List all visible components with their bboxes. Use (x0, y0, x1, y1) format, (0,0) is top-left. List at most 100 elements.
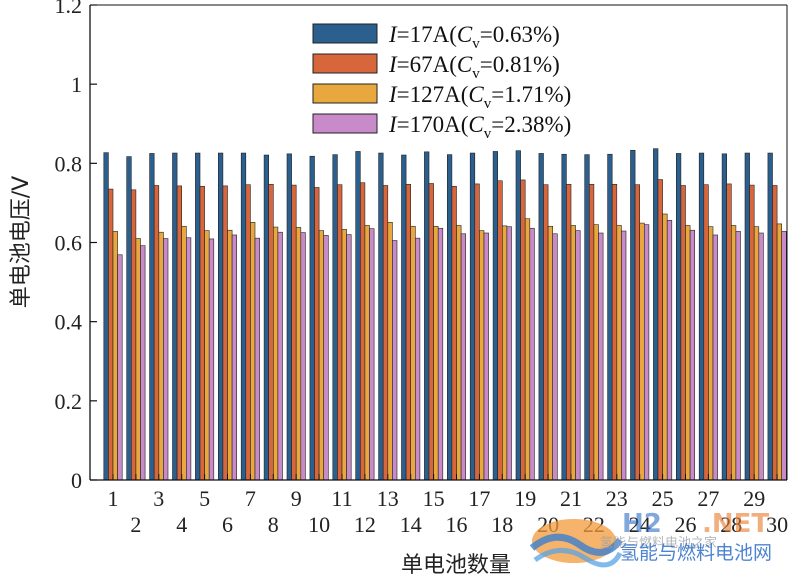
bar-s3-cell-9 (295, 227, 302, 481)
x-tick-label: 28 (720, 512, 742, 537)
x-tick-label: 5 (199, 486, 210, 511)
x-tick-label: 8 (268, 512, 279, 537)
bar-s2-cell-5 (199, 185, 205, 481)
bar-s2-cell-19 (520, 179, 526, 481)
legend-label-2: I=67A(Cv=0.81%) (388, 52, 560, 82)
bar-s1-cell-19 (515, 150, 521, 481)
bar-s3-cell-16 (456, 225, 462, 481)
bar-s4-cell-26 (689, 229, 695, 481)
bars-layer (103, 148, 787, 481)
bar-s1-cell-29 (744, 152, 750, 481)
bar-s4-cell-29 (758, 232, 764, 481)
legend-swatch-3 (312, 83, 378, 104)
bar-s2-cell-20 (543, 184, 549, 481)
bar-s2-cell-15 (428, 183, 434, 481)
x-tick-label: 30 (766, 512, 788, 537)
y-ticks: 0 0.2 0.4 0.6 0.8 1 1.2 (55, 0, 97, 493)
bar-s2-cell-28 (726, 183, 732, 481)
x-tick-label: 16 (446, 512, 468, 537)
bar-s4-cell-28 (735, 231, 741, 481)
bar-s2-cell-3 (153, 185, 160, 481)
bar-s4-cell-12 (369, 228, 375, 481)
bar-s2-cell-22 (588, 184, 595, 481)
watermark-label: 氢能与燃料电池网 (620, 542, 772, 564)
x-tick-label: 27 (697, 486, 719, 511)
bar-s1-cell-17 (469, 152, 476, 481)
x-tick-label: 14 (400, 512, 422, 537)
bar-s2-cell-27 (703, 184, 709, 481)
x-tick-label: 6 (222, 512, 233, 537)
bar-s3-cell-8 (272, 226, 279, 481)
bar-s3-cell-5 (204, 230, 210, 481)
bar-s4-cell-3 (163, 238, 169, 481)
bar-s4-cell-14 (414, 237, 421, 481)
y-tick-label: 0.8 (55, 151, 83, 176)
bar-s4-cell-8 (277, 231, 283, 481)
y-tick-label: 1.2 (55, 0, 83, 18)
bar-s2-cell-23 (611, 184, 618, 481)
bar-s4-cell-2 (140, 245, 146, 481)
bar-s3-cell-29 (753, 226, 760, 481)
bar-s1-cell-20 (538, 153, 544, 481)
bar-s3-cell-22 (593, 224, 599, 481)
bar-s3-cell-25 (662, 213, 668, 481)
bar-s1-cell-24 (630, 149, 636, 481)
bar-s2-cell-18 (497, 180, 503, 481)
bar-s2-cell-21 (566, 184, 572, 481)
bar-s1-cell-14 (401, 154, 407, 481)
bar-s1-cell-28 (721, 153, 727, 481)
bar-s3-cell-6 (227, 229, 233, 481)
bar-s3-cell-27 (708, 226, 714, 481)
bar-s3-cell-26 (685, 225, 691, 481)
x-tick-label: 12 (354, 512, 376, 537)
bar-s4-cell-16 (460, 233, 467, 481)
bar-s3-cell-14 (410, 225, 416, 481)
x-tick-label: 29 (743, 486, 765, 511)
bar-s1-cell-10 (309, 155, 315, 481)
x-tick-label: 26 (675, 512, 697, 537)
legend-swatch-1 (312, 23, 378, 44)
x-tick-label: 18 (491, 512, 513, 537)
watermark: 氢能与燃料电池之家 H2 .NET 氢能与燃料电池网 (529, 509, 772, 568)
bar-s4-cell-5 (208, 238, 215, 481)
bar-s4-cell-17 (483, 232, 489, 481)
bar-s1-cell-2 (126, 156, 132, 481)
bar-s1-cell-13 (378, 152, 384, 481)
y-axis-title: 单电池电压/V (9, 176, 34, 308)
bar-s3-cell-15 (433, 225, 439, 481)
bar-s1-cell-21 (561, 153, 567, 481)
y-tick-label: 0.4 (55, 310, 83, 335)
x-tick-label: 24 (629, 512, 651, 537)
bar-s4-cell-27 (712, 234, 718, 481)
legend-label-4: I=170A(Cv=2.38%) (388, 112, 571, 142)
x-ticks: 1234567891011121314151617181920212223242… (108, 474, 788, 537)
bar-s2-cell-29 (749, 184, 755, 481)
bar-s4-cell-11 (346, 234, 352, 481)
x-tick-label: 21 (560, 486, 582, 511)
bar-s2-cell-4 (176, 185, 183, 481)
bar-s1-cell-16 (446, 154, 453, 481)
bar-s1-cell-1 (103, 152, 109, 481)
legend-label-1: I=17A(Cv=0.63%) (388, 22, 560, 52)
bar-s3-cell-7 (250, 222, 256, 481)
bar-s1-cell-8 (263, 154, 270, 481)
bar-s4-cell-23 (621, 230, 627, 481)
bar-s3-cell-20 (547, 225, 553, 481)
bar-s1-cell-9 (286, 153, 292, 481)
bar-s2-cell-8 (268, 184, 274, 481)
bar-s1-cell-22 (584, 154, 590, 481)
bar-s1-cell-3 (149, 153, 155, 481)
x-tick-label: 7 (245, 486, 256, 511)
bar-s2-cell-1 (108, 188, 114, 481)
bar-s3-cell-30 (776, 223, 782, 481)
legend-label-3: I=127A(Cv=1.71%) (388, 82, 571, 112)
bar-s2-cell-25 (657, 179, 663, 481)
bar-s2-cell-6 (222, 185, 228, 481)
bar-s4-cell-18 (506, 226, 512, 481)
bar-s1-cell-11 (332, 154, 338, 481)
bar-s3-cell-18 (501, 225, 508, 481)
bar-s1-cell-12 (355, 151, 361, 481)
bar-s1-cell-23 (607, 153, 613, 481)
bar-s4-cell-19 (529, 227, 535, 481)
